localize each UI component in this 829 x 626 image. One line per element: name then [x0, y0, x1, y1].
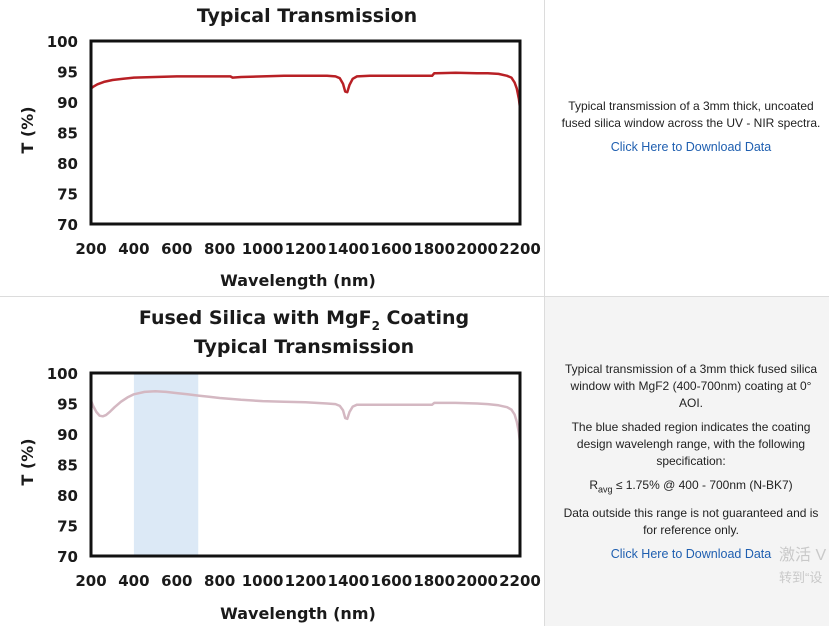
- chart-title-line2: Typical Transmission: [194, 336, 414, 358]
- y-tick-label: 90: [57, 426, 78, 444]
- x-tick-label: 1400: [328, 572, 370, 590]
- transmission-series-line-1: [89, 390, 522, 444]
- chart-title-main: Fused Silica with MgF: [139, 307, 372, 329]
- spec-value: ≤ 1.75% @ 400 - 700nm (N-BK7): [612, 478, 793, 492]
- x-axis-label: Wavelength (nm): [220, 604, 376, 623]
- y-axis-label: T (%): [18, 438, 37, 485]
- y-tick-label: 75: [57, 186, 78, 204]
- description-shaded-note: The blue shaded region indicates the coa…: [571, 420, 811, 468]
- x-tick-label: 400: [118, 240, 149, 258]
- row-divider: [0, 296, 829, 297]
- transmission-chart-mgf2: Fused Silica with MgF2 Coating Typical T…: [18, 307, 541, 623]
- x-tick-label: 2200: [499, 240, 541, 258]
- coating-design-range: [133, 373, 199, 556]
- y-tick-label: 80: [57, 487, 78, 505]
- x-tick-label: 600: [161, 240, 192, 258]
- x-axis-label: Wavelength (nm): [220, 271, 376, 290]
- description-text: Typical transmission of a 3mm thick, unc…: [561, 99, 821, 130]
- x-tick-label: 2200: [499, 572, 541, 590]
- description-mgf2: Typical transmission of a 3mm thick fuse…: [559, 361, 823, 570]
- y-tick-label: 100: [47, 365, 78, 383]
- chart-title-line1: Fused Silica with MgF2 Coating: [139, 307, 469, 333]
- description-cell-1: [545, 0, 829, 296]
- x-tick-label: 2000: [456, 572, 498, 590]
- transmission-series-line-1: [90, 71, 522, 109]
- x-tick-label: 2000: [456, 240, 498, 258]
- column-divider: [544, 0, 545, 626]
- watermark-line-1: 激活 V: [779, 547, 827, 564]
- y-tick-label: 75: [57, 518, 78, 536]
- x-tick-label: 1600: [370, 572, 412, 590]
- y-tick-label: 70: [57, 216, 78, 234]
- y-tick-label: 95: [57, 396, 78, 414]
- coating-specification: Ravg ≤ 1.75% @ 400 - 700nm (N-BK7): [559, 477, 823, 498]
- x-tick-label: 1200: [285, 572, 327, 590]
- x-tick-label: 1400: [328, 240, 370, 258]
- chart-title-subscript: 2: [372, 319, 380, 333]
- x-tick-label: 1800: [413, 572, 455, 590]
- chart-title-tail: Coating: [380, 307, 469, 329]
- y-tick-label: 95: [57, 64, 78, 82]
- description-uncoated: Typical transmission of a 3mm thick, unc…: [559, 98, 823, 163]
- x-tick-label: 1800: [413, 240, 455, 258]
- x-tick-label: 600: [161, 572, 192, 590]
- spec-subscript: avg: [597, 484, 613, 495]
- x-tick-label: 1000: [242, 572, 284, 590]
- chart-title: Typical Transmission: [197, 5, 417, 27]
- spec-symbol: R: [589, 478, 598, 492]
- download-data-link-uncoated[interactable]: Click Here to Download Data: [610, 140, 772, 154]
- plot-frame: [89, 371, 522, 558]
- y-tick-label: 90: [57, 94, 78, 112]
- description-disclaimer: Data outside this range is not guarantee…: [563, 506, 819, 538]
- download-data-link-mgf2[interactable]: Click Here to Download Data: [610, 547, 772, 562]
- x-tick-label: 1200: [285, 240, 327, 258]
- x-tick-label: 1000: [242, 240, 284, 258]
- y-tick-label: 85: [57, 125, 78, 143]
- description-cell-2: [545, 297, 829, 626]
- x-tick-label: 400: [118, 572, 149, 590]
- description-text: Typical transmission of a 3mm thick fuse…: [564, 362, 818, 410]
- transmission-chart-uncoated: Typical Transmission 200 400 600 800 1000 120…: [18, 5, 541, 290]
- x-tick-label: 200: [75, 572, 106, 590]
- activation-watermark: 激活 V 转到“设: [779, 545, 826, 589]
- y-axis-label: T (%): [18, 106, 37, 153]
- y-tick-label: 80: [57, 155, 78, 173]
- plot-frame: [89, 39, 522, 226]
- watermark-line-2: 转到“设: [779, 570, 823, 585]
- x-tick-label: 1600: [370, 240, 412, 258]
- y-tick-label: 70: [57, 548, 78, 566]
- y-tick-label: 100: [47, 33, 78, 51]
- y-tick-label: 85: [57, 457, 78, 475]
- x-tick-label: 200: [75, 240, 106, 258]
- x-tick-label: 800: [204, 240, 235, 258]
- x-tick-label: 800: [204, 572, 235, 590]
